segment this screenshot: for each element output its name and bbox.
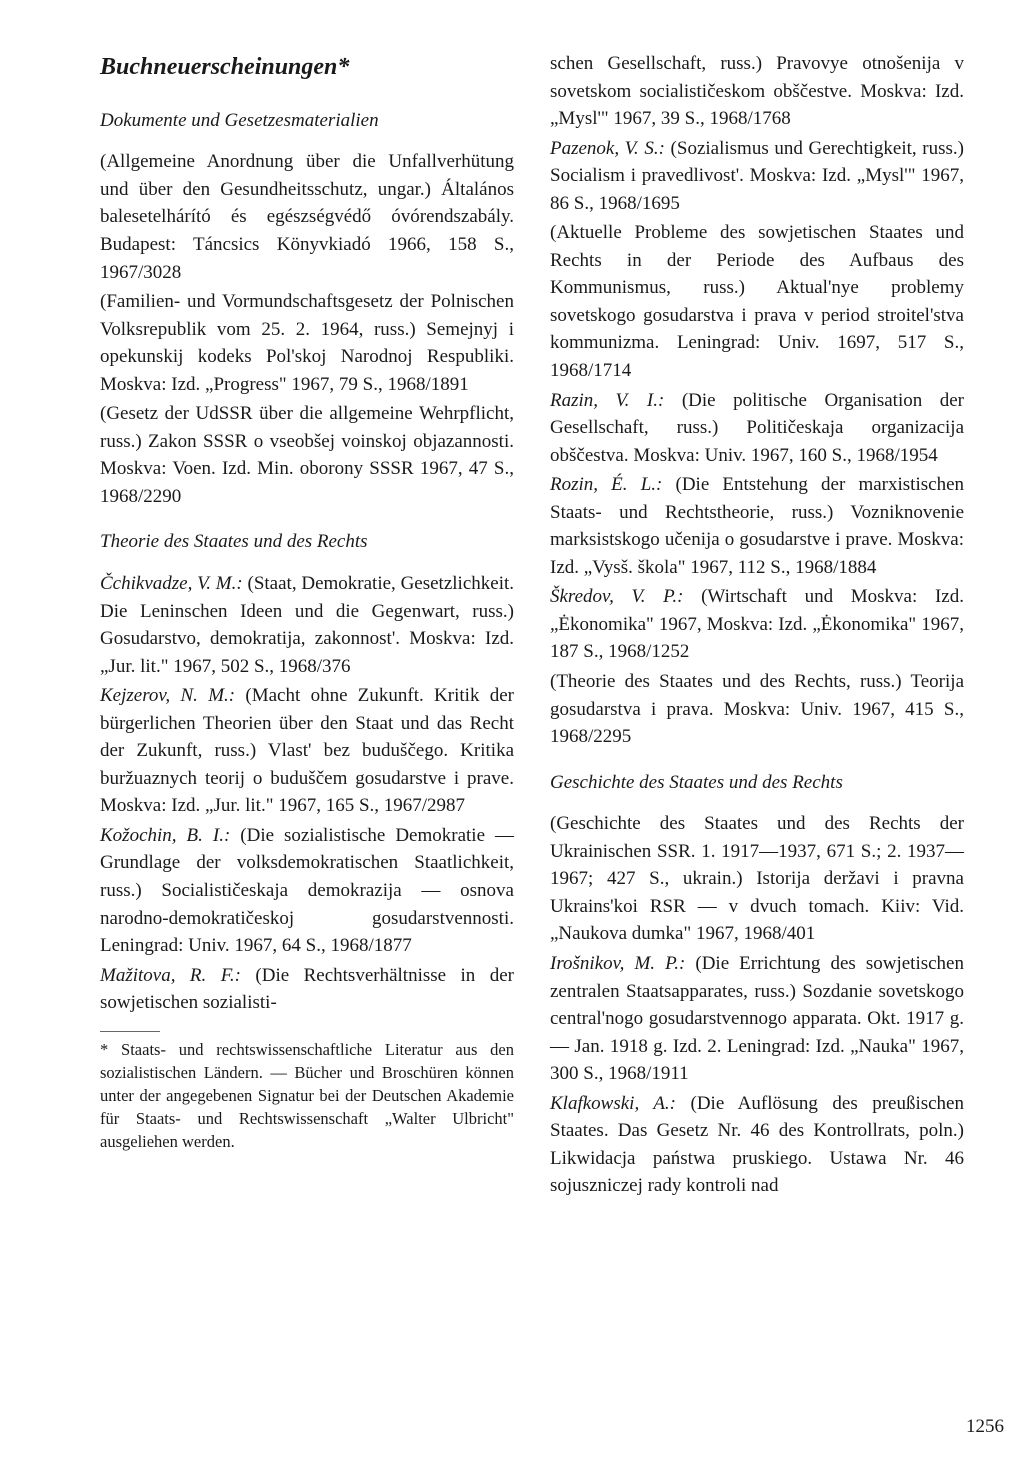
page-number: 1256: [966, 1413, 1004, 1441]
section-heading-history: Geschichte des Staates und des Rechts: [550, 769, 964, 797]
entry: Mažitova, R. F.: (Die Rechtsverhältnisse…: [100, 962, 514, 1017]
main-title: Buchneuerscheinungen*: [100, 50, 514, 85]
author: Pazenok, V. S.:: [550, 138, 665, 159]
entry: Čchikvadze, V. M.: (Staat, Demokratie, G…: [100, 570, 514, 680]
author: Kožochin, B. I.:: [100, 825, 230, 846]
section-heading-theory: Theorie des Staates und des Rechts: [100, 528, 514, 556]
author: Čchikvadze, V. M.:: [100, 573, 243, 594]
entry: (Gesetz der UdSSR über die allgemeine We…: [100, 400, 514, 510]
entry: Irošnikov, M. P.: (Die Errichtung des so…: [550, 950, 964, 1088]
section-heading-documents: Dokumente und Gesetzesmaterialien: [100, 107, 514, 135]
entry: Pazenok, V. S.: (Sozialismus und Gerecht…: [550, 135, 964, 218]
entry: Kejzerov, N. M.: (Macht ohne Zukunft. Kr…: [100, 682, 514, 820]
entry: (Aktuelle Probleme des sowjetischen Staa…: [550, 219, 964, 384]
footnote-separator: [100, 1031, 160, 1032]
column-right: schen Gesellschaft, russ.) Pravovye otno…: [550, 50, 964, 1433]
entry: (Theorie des Staates und des Rechts, rus…: [550, 668, 964, 751]
author: Škredov, V. P.:: [550, 586, 683, 607]
author: Mažitova, R. F.:: [100, 965, 241, 986]
entry: Klafkowski, A.: (Die Auflösung des preuß…: [550, 1090, 964, 1200]
entry: Kožochin, B. I.: (Die sozialistische Dem…: [100, 822, 514, 960]
entry: Razin, V. I.: (Die politische Organisati…: [550, 387, 964, 470]
entry: (Familien- und Vormundschaftsgesetz der …: [100, 288, 514, 398]
entry: Škredov, V. P.: (Wirtschaft und Moskva: …: [550, 583, 964, 666]
entry: Rozin, É. L.: (Die Entstehung der marxis…: [550, 471, 964, 581]
author: Kejzerov, N. M.:: [100, 685, 235, 706]
page-container: Buchneuerscheinungen* Dokumente und Gese…: [100, 50, 964, 1433]
footnote: * Staats- und rechtswissenschaftliche Li…: [100, 1038, 514, 1153]
column-left: Buchneuerscheinungen* Dokumente und Gese…: [100, 50, 514, 1433]
author: Klafkowski, A.:: [550, 1093, 676, 1114]
entry: (Geschichte des Staates und des Rechts d…: [550, 810, 964, 948]
entry: schen Gesellschaft, russ.) Pravovye otno…: [550, 50, 964, 133]
author: Rozin, É. L.:: [550, 474, 662, 495]
author: Razin, V. I.:: [550, 390, 664, 411]
entry: (Allgemeine Anordnung über die Unfallver…: [100, 148, 514, 286]
author: Irošnikov, M. P.:: [550, 953, 685, 974]
